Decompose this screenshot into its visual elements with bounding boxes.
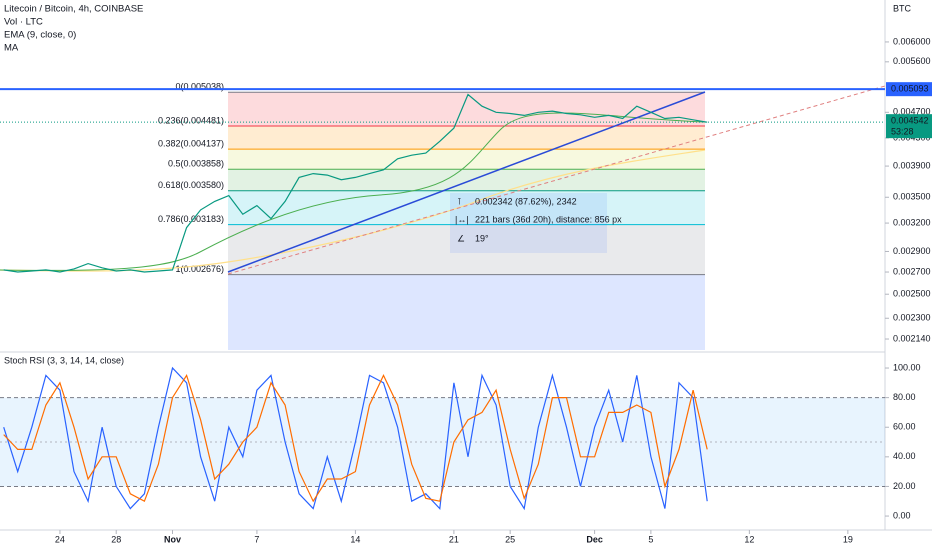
title: Litecoin / Bitcoin, 4h, COINBASE (4, 4, 143, 15)
icon: ⊺ (457, 196, 462, 206)
fib-label: 0.618(0.003580) (158, 180, 224, 190)
x-tick-label: 12 (744, 534, 754, 544)
y-tick-label: 0.002300 (893, 313, 931, 323)
x-tick-label: 25 (505, 534, 515, 544)
y-tick-label: 0.005600 (893, 56, 931, 66)
y-tick-label: 100.00 (893, 362, 921, 372)
measure-box (450, 193, 607, 253)
y-tick-label: 0.003900 (893, 160, 931, 170)
fib-label: 0.5(0.003858) (168, 159, 224, 169)
fib-label: 0.786(0.003183) (158, 214, 224, 224)
annotation: 221 bars (36d 20h), distance: 856 px (475, 214, 622, 224)
trend-line-dashed (227, 85, 886, 275)
indicator: EMA (9, close, 0) (4, 30, 76, 41)
y-tick-label: 0.003500 (893, 192, 931, 202)
y-tick-label: 20.00 (893, 481, 916, 491)
x-tick-label: 7 (254, 534, 259, 544)
x-tick-label: Nov (164, 534, 181, 544)
price-tag (886, 82, 932, 97)
price-tag-label: 0.005093 (891, 84, 929, 94)
y-tick-label: 80.00 (893, 392, 916, 402)
x-tick-label: 14 (350, 534, 360, 544)
fib-zone (228, 224, 705, 275)
fib-label: 0.382(0.004137) (158, 138, 224, 148)
x-tick-label: 5 (648, 534, 653, 544)
series-line (3, 373, 708, 503)
y-tick-label: 60.00 (893, 422, 916, 432)
annotation: 0.002342 (87.62%), 2342 (475, 196, 577, 206)
fib-zone (228, 126, 705, 150)
fib-zone (228, 274, 705, 350)
fib-zone (228, 149, 705, 170)
ema-line (0, 112, 706, 271)
series-line (3, 93, 708, 273)
y-tick-label: 0.002700 (893, 266, 931, 276)
indicator: Vol · LTC (4, 17, 43, 28)
y-tick-label: 0.002140 (893, 333, 931, 343)
indicator: MA (4, 43, 19, 54)
y-tick-label: 0.003200 (893, 217, 931, 227)
y-tick-label: 0.006000 (893, 36, 931, 46)
x-tick-label: Dec (586, 534, 603, 544)
y-tick-label: 0.004700 (893, 107, 931, 117)
band-fill (0, 397, 885, 487)
unit: BTC (893, 3, 912, 13)
icon: |↔| (455, 214, 469, 224)
x-tick-label: 19 (843, 534, 853, 544)
x-tick-label: 24 (55, 534, 65, 544)
fib-label: 0.236(0.004481) (158, 115, 224, 125)
series-line (3, 366, 708, 511)
price-tag (886, 114, 932, 139)
fib-zone (228, 169, 705, 191)
icon: ∠ (457, 233, 465, 243)
y-tick-label: 0.00 (893, 510, 911, 520)
trend-line (227, 91, 706, 273)
x-tick-label: 28 (111, 534, 121, 544)
x-tick-label: 21 (449, 534, 459, 544)
annotation: 19° (475, 233, 489, 243)
y-tick-label: 0.002900 (893, 246, 931, 256)
fib-label: 0(0.005038) (175, 82, 224, 92)
fib-label: 1(0.002676) (175, 264, 224, 274)
countdown: 53:28 (891, 127, 914, 137)
pane-title: Stoch RSI (3, 3, 14, 14, close) (4, 355, 124, 365)
y-tick-label: 0.002500 (893, 289, 931, 299)
y-tick-label: 40.00 (893, 451, 916, 461)
price-tag-label: 0.004542 (891, 116, 929, 126)
